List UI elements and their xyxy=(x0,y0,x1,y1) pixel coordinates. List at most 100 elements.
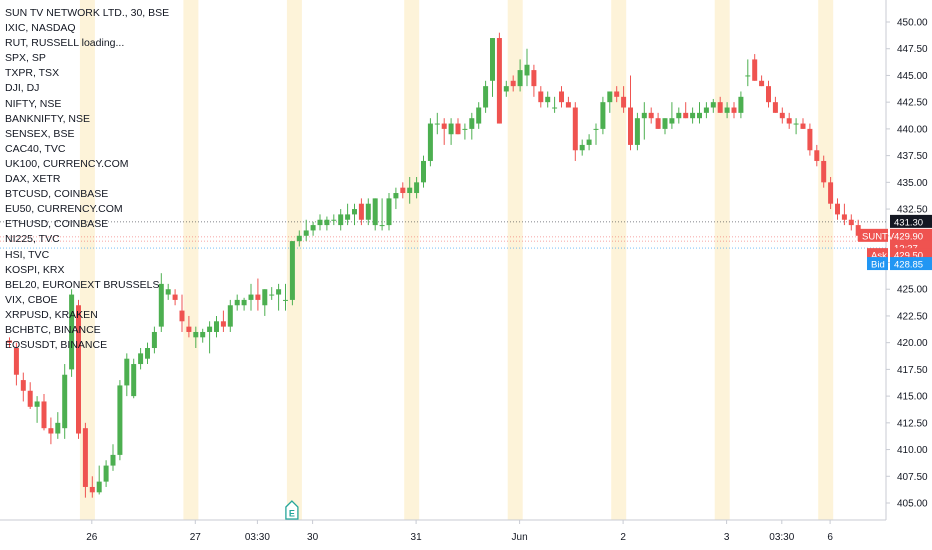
candle-body xyxy=(745,75,751,77)
last-price-tag: 431.30 xyxy=(894,217,923,228)
ask-price-tag: 429.50 xyxy=(894,251,923,262)
candle-body xyxy=(338,214,344,226)
candle-body xyxy=(552,107,558,109)
candle-body xyxy=(565,102,571,108)
legend-item[interactable]: RUT, RUSSELL loading... xyxy=(5,37,125,50)
candle-body xyxy=(158,283,164,327)
candle-body xyxy=(124,358,130,386)
candle-body xyxy=(165,289,171,295)
candle-body xyxy=(531,70,537,87)
candle-body xyxy=(772,102,778,113)
legend: SUN TV NETWORK LTD., 30, BSE IXIC, NASDA… xyxy=(5,6,169,353)
candle-body xyxy=(814,150,820,161)
chart-title: SUN TV NETWORK LTD., 30, BSE xyxy=(5,7,170,19)
legend-item[interactable]: ETHUSD, COINBASE xyxy=(5,218,109,231)
legend-item[interactable]: BCHBTC, BINANCE xyxy=(5,323,101,336)
legend-item[interactable]: EU50, CURRENCY.COM xyxy=(5,203,123,216)
session-band xyxy=(714,0,730,520)
legend-item[interactable]: CAC40, TVC xyxy=(5,142,66,155)
candle-body xyxy=(193,331,199,338)
candle-body xyxy=(324,219,330,226)
legend-item[interactable]: DAX, XETR xyxy=(5,173,61,186)
candle-body xyxy=(414,182,420,194)
candle-body xyxy=(483,86,489,108)
candle-body xyxy=(234,299,240,306)
legend-item[interactable]: TXPR, TSX xyxy=(5,67,60,80)
candle-body xyxy=(283,299,288,301)
price-tick-label: 445.00 xyxy=(897,71,928,82)
legend-item[interactable]: DJI, DJ xyxy=(5,82,40,95)
legend-item[interactable]: EOSUSDT, BINANCE xyxy=(5,339,108,352)
candle-body xyxy=(151,331,157,349)
price-tick-label: 417.50 xyxy=(897,365,928,376)
candle-body xyxy=(517,70,523,87)
candle-body xyxy=(7,340,12,343)
legend-item[interactable]: BTCUSD, COINBASE xyxy=(5,188,109,201)
candle-body xyxy=(172,294,178,300)
candle-body xyxy=(462,128,468,130)
candle-body xyxy=(703,107,709,113)
price-tick-label: 415.00 xyxy=(897,392,928,403)
candle-body xyxy=(255,294,261,300)
legend-items: IXIC, NASDAQ RUT, RUSSELL loading... SPX, … xyxy=(5,21,169,353)
candle-body xyxy=(697,112,702,119)
price-tick-label: 435.00 xyxy=(897,178,928,189)
legend-item[interactable]: SENSEX, BSE xyxy=(5,127,75,140)
candle-body xyxy=(214,321,219,332)
candle-body xyxy=(241,299,247,306)
legend-item[interactable]: VIX, CBOE xyxy=(5,293,58,306)
legend-item[interactable]: SPX, SP xyxy=(5,52,46,65)
candle-body xyxy=(41,401,47,429)
candle-body xyxy=(248,294,254,300)
legend-item[interactable]: NI225, TVC xyxy=(5,233,60,246)
price-tick-label: 442.50 xyxy=(897,98,928,109)
candle-body xyxy=(655,118,661,129)
candle-body xyxy=(179,310,185,322)
candle-body xyxy=(131,364,137,397)
legend-item[interactable]: NIFTY, NSE xyxy=(5,97,62,110)
legend-item[interactable]: HSI, TVC xyxy=(5,248,50,261)
legend-item[interactable]: XRPUSD, KRAKEN xyxy=(5,308,98,321)
candle-body xyxy=(669,118,675,124)
price-tick-label: 425.00 xyxy=(897,285,928,296)
candle-body xyxy=(407,187,413,194)
price-tick-label: 420.00 xyxy=(897,338,928,349)
time-tick-label: 26 xyxy=(86,532,98,543)
candle-body xyxy=(821,160,827,183)
legend-item[interactable]: BEL20, EURONEXT BRUSSELS xyxy=(5,278,160,291)
candle-body xyxy=(586,139,592,145)
candle-body xyxy=(614,91,620,97)
time-tick-label: 03:30 xyxy=(245,532,270,543)
candle-body xyxy=(559,91,564,103)
candle-body xyxy=(800,123,806,129)
candle-body xyxy=(538,91,544,103)
legend-item[interactable]: KOSPI, KRX xyxy=(5,263,65,276)
candle-body xyxy=(600,102,606,129)
candle-body xyxy=(262,289,268,306)
legend-item[interactable]: BANKNIFTY, NSE xyxy=(5,112,90,125)
candle-body xyxy=(352,209,357,215)
candle-body xyxy=(717,102,723,113)
bid-label-tag-bg xyxy=(867,257,888,271)
candle-body xyxy=(200,331,206,338)
candle-body xyxy=(289,241,295,300)
candle-body xyxy=(786,118,792,124)
candle-body xyxy=(476,107,482,124)
candle-body xyxy=(828,182,834,204)
price-tick-label: 450.00 xyxy=(897,18,928,29)
candle-body xyxy=(345,214,351,220)
candle-body xyxy=(434,123,440,125)
candle-body xyxy=(662,118,668,129)
candle-body xyxy=(103,465,109,482)
legend-item[interactable]: UK100, CURRENCY.COM xyxy=(5,157,129,170)
candle-body xyxy=(82,428,88,487)
candle-body xyxy=(13,348,19,375)
time-tick-label: 31 xyxy=(411,532,423,543)
candle-body xyxy=(710,102,716,108)
candle-body xyxy=(145,348,150,359)
candle-body xyxy=(779,112,785,119)
legend-item[interactable]: IXIC, NASDAQ xyxy=(5,22,76,35)
candle-body xyxy=(55,422,61,434)
